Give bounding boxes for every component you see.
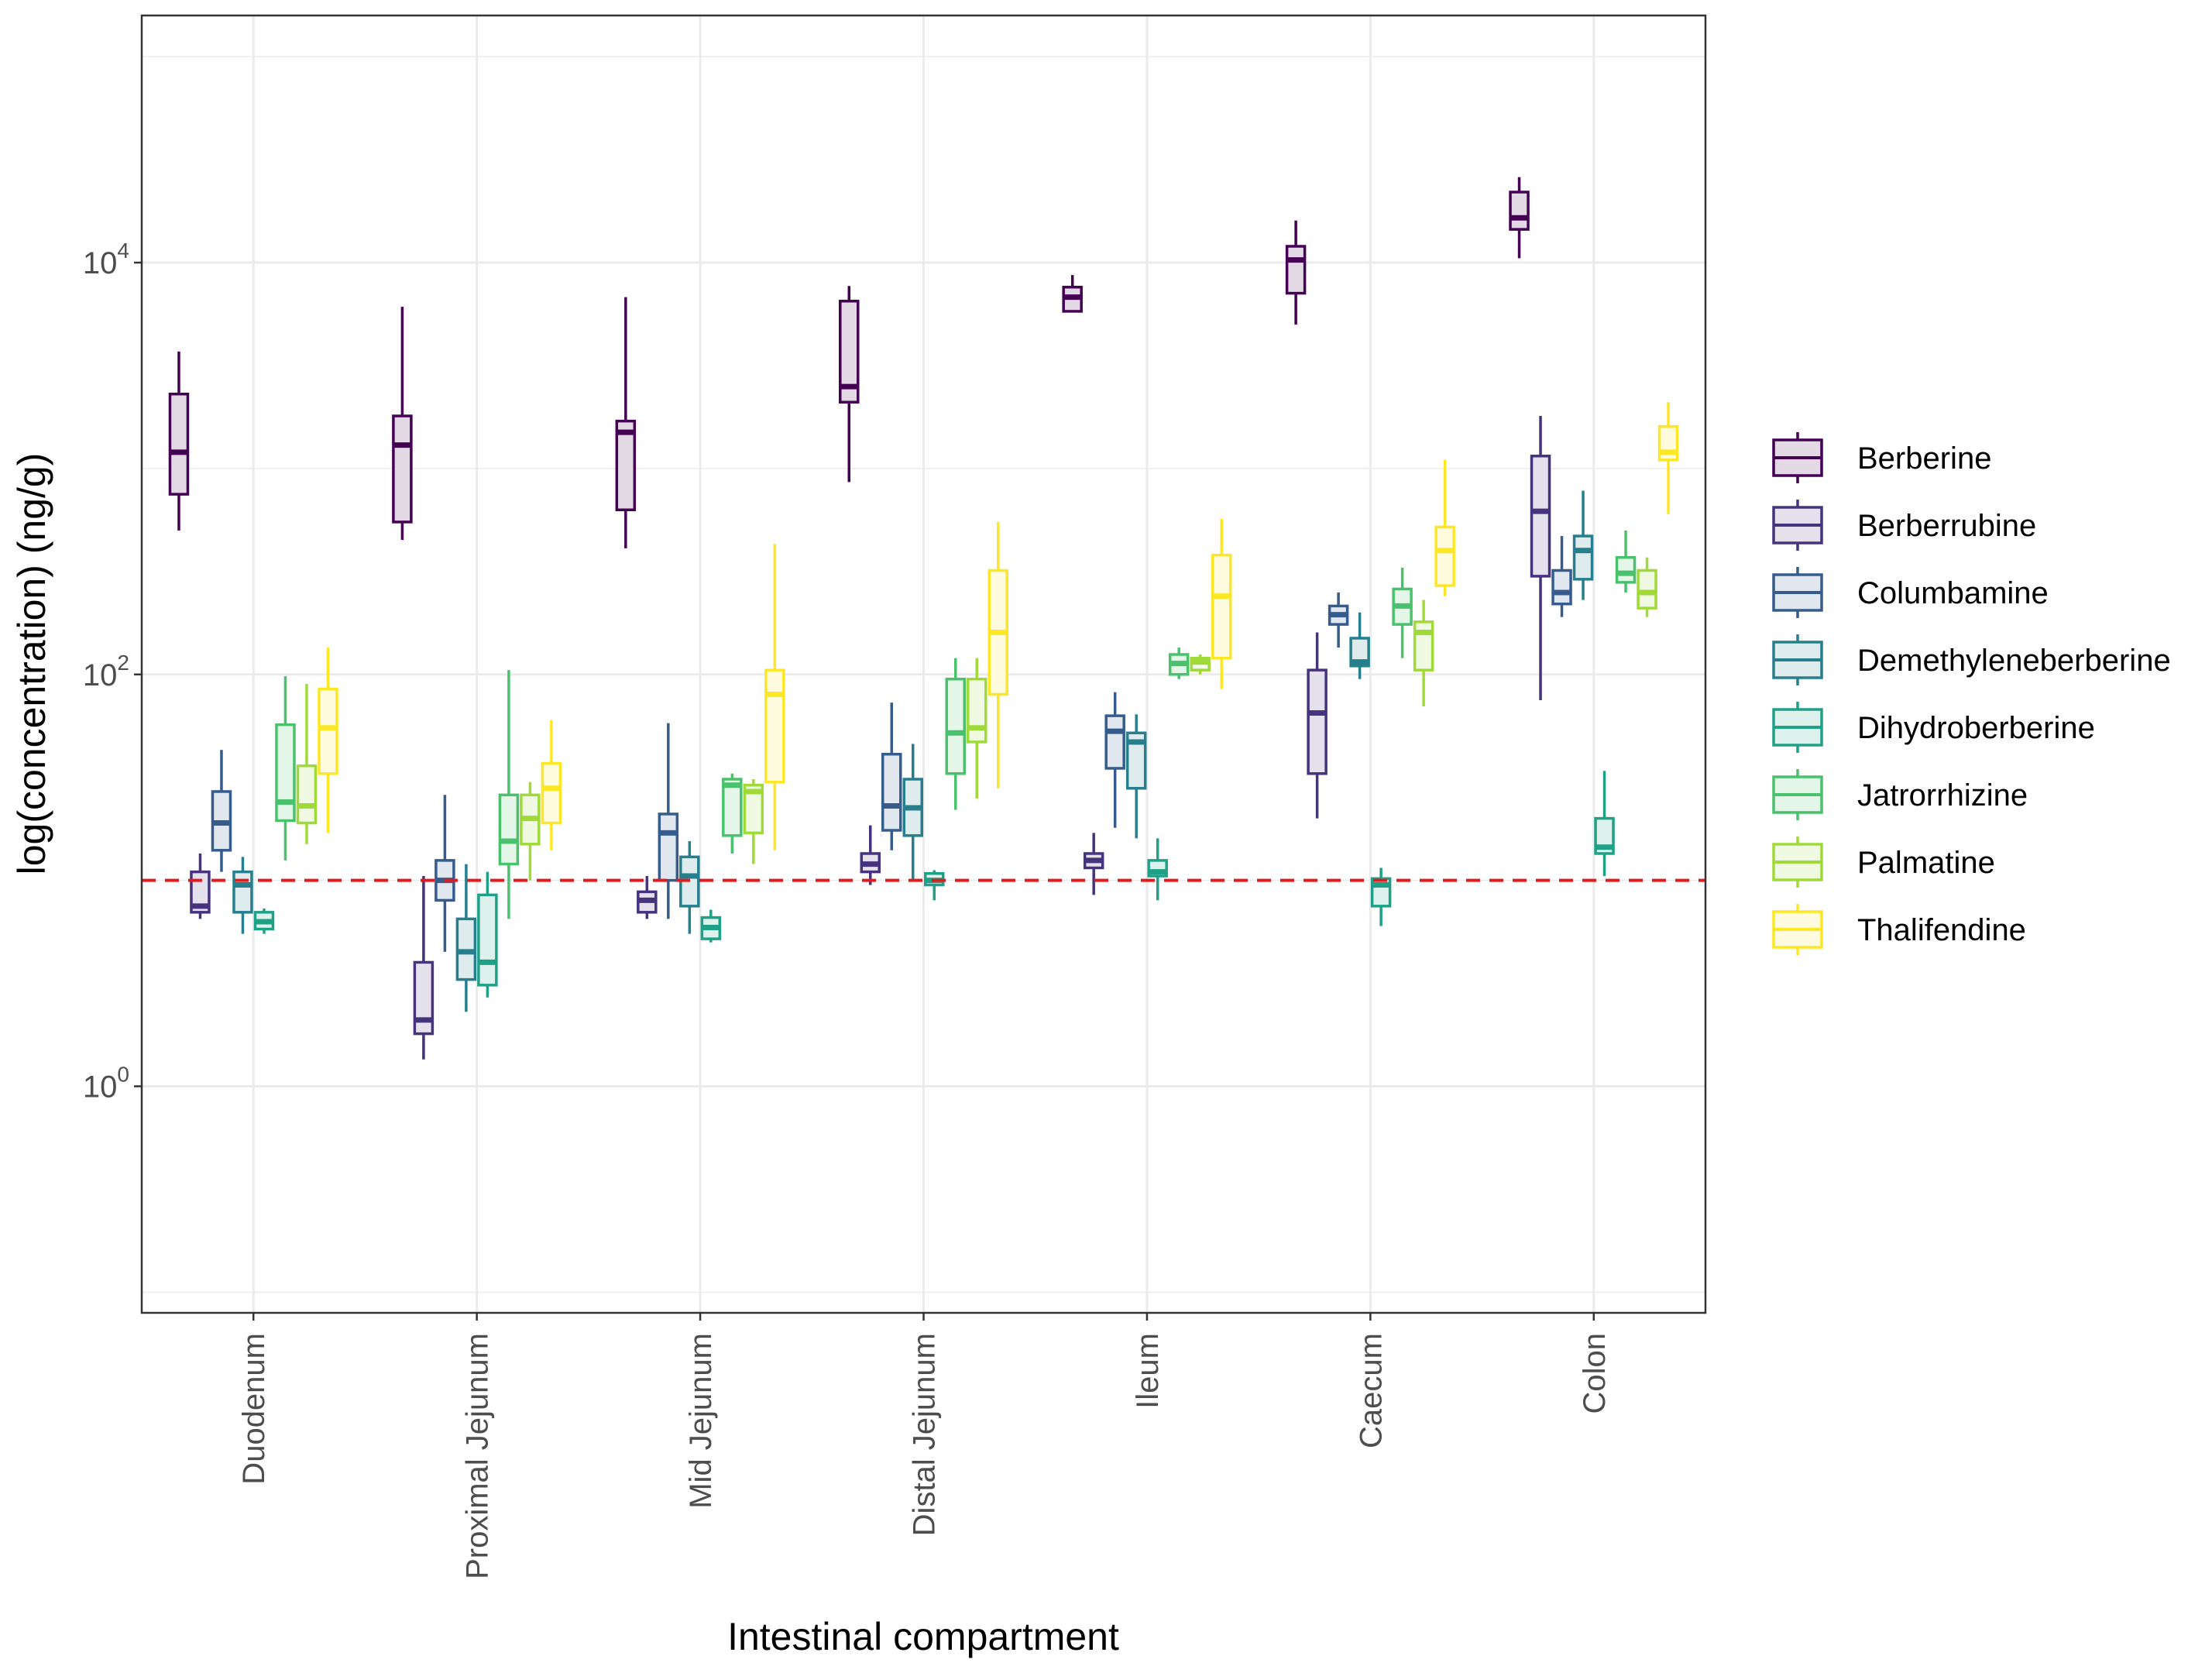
legend-label: Dihydroberberine (1857, 711, 2095, 745)
legend-label: Berberine (1857, 441, 1991, 476)
box-body (658, 812, 679, 882)
x-tick-label: Caecum (1354, 1333, 1388, 1448)
box-body (1104, 714, 1125, 770)
box-body (1551, 569, 1572, 606)
y-tick-base: 10 (83, 1070, 118, 1104)
legend-item: Dihydroberberine (1772, 702, 2095, 753)
y-tick-exponent: 4 (117, 239, 129, 263)
box-body (413, 960, 434, 1036)
box-body (881, 752, 902, 832)
x-tick-label: Colon (1578, 1333, 1612, 1414)
legend-label: Jatrorrhizine (1857, 778, 2028, 812)
box-body (275, 723, 296, 823)
box-body (498, 793, 520, 866)
box-body (1615, 555, 1637, 584)
series-jatrorrhizine (275, 530, 1637, 919)
box-body (615, 419, 637, 512)
box-body (541, 761, 562, 825)
series-demethyleneberberine (232, 490, 1594, 1012)
plot-panel (140, 14, 1707, 1314)
box-body (296, 764, 318, 825)
x-tick-label: Proximal Jejunum (461, 1333, 495, 1579)
x-tick-label: Distal Jejunum (908, 1333, 942, 1536)
y-axis-title: log(concentration) (ng/g) (10, 453, 53, 875)
y-tick-base: 10 (83, 246, 118, 280)
box-body (1211, 553, 1232, 660)
box-body (318, 687, 338, 775)
box-body (190, 870, 211, 914)
box-body (722, 778, 743, 837)
box-body (1434, 525, 1455, 587)
legend: Berberine Berberrubine Columbamine Demethyl… (1772, 432, 2171, 955)
box-body (1509, 191, 1530, 231)
box-body (1530, 455, 1551, 578)
legend-label: Demethyleneberberine (1857, 644, 2171, 678)
x-tick-label: Duodenum (237, 1333, 271, 1485)
box-body (1349, 637, 1370, 668)
y-tick-label: 100 (83, 1063, 129, 1104)
x-tick-label: Mid Jejunum (684, 1333, 718, 1509)
legend-item: Palmatine (1772, 836, 1995, 888)
series-columbamine (211, 536, 1572, 952)
legend-item: Jatrorrhizine (1772, 769, 2028, 820)
box-body (1413, 620, 1434, 672)
series-berberine (168, 177, 1530, 548)
legend-label: Columbamine (1857, 576, 2049, 610)
legend-item: Columbamine (1772, 567, 2049, 618)
box-body (1285, 245, 1307, 295)
legend-label: Palmatine (1857, 846, 1995, 880)
box-body (1637, 569, 1657, 610)
legend-item: Thalifendine (1772, 904, 2026, 955)
box-body (967, 677, 988, 744)
series-dihydroberberine (253, 771, 1615, 998)
box-body (1307, 668, 1328, 775)
box-body (743, 783, 764, 835)
x-tick-label: Ileum (1131, 1333, 1165, 1409)
legend-label: Thalifendine (1857, 913, 2026, 947)
box-body (477, 893, 498, 987)
x-axis-title: Intestinal compartment (727, 1615, 1119, 1658)
box-body (1657, 424, 1679, 462)
y-tick-label: 104 (83, 239, 129, 280)
box-body (232, 870, 253, 914)
x-axis: Duodenum Proximal Jejunum Mid Jejunum Dista… (237, 1313, 1612, 1579)
y-tick-exponent: 2 (117, 651, 129, 675)
legend-label: Berberrubine (1857, 509, 2036, 543)
box-body (1572, 534, 1594, 581)
box-body (392, 414, 413, 524)
legend-item: Demethyleneberberine (1772, 634, 2171, 685)
box-body (764, 668, 785, 784)
y-tick-exponent: 0 (117, 1063, 129, 1087)
box-body (945, 677, 966, 775)
series-thalifendine (318, 402, 1679, 850)
legend-item: Berberrubine (1772, 500, 2036, 551)
y-tick-base: 10 (83, 658, 118, 692)
legend-item: Berberine (1772, 432, 1991, 483)
box-body (1125, 731, 1147, 790)
boxplots (168, 177, 1679, 1060)
y-tick-label: 102 (83, 651, 129, 692)
gridlines (142, 15, 1705, 1313)
series-berberrubine (190, 416, 1551, 1060)
series-palmatine (296, 557, 1657, 881)
box-body (168, 392, 190, 496)
box-body (839, 300, 860, 404)
